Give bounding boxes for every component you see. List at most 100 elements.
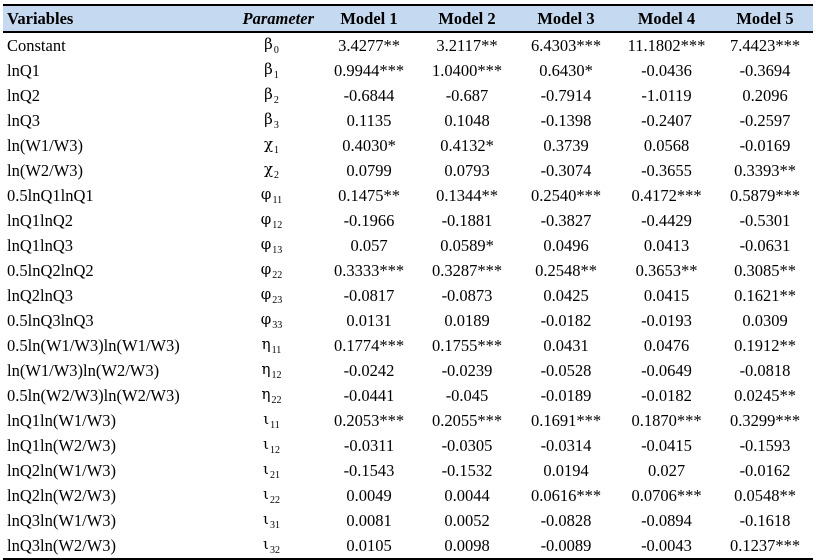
model-4-value-cell: 0.0413 xyxy=(643,235,690,255)
table-row: lnQ2 β2 -0.6844 -0.687 -0.7914 -1.0119 0.2096 xyxy=(3,83,813,108)
regression-results-table: Variables Parameter Model 1 Model 2 Mode… xyxy=(3,4,813,560)
variable-cell: lnQ3ln(W2/W3) xyxy=(3,533,223,560)
model-1-value-cell: 0.1475** xyxy=(338,185,400,205)
parameter-symbol: φ xyxy=(260,310,272,328)
model-5-value-cell: -0.3694 xyxy=(739,60,791,80)
table-row: lnQ2ln(W2/W3) ι22 0.0049 0.0044 0.0616*** 0.0… xyxy=(3,483,813,508)
parameter-symbol: η xyxy=(261,335,271,353)
model-3-value-cell: 0.0425 xyxy=(543,285,589,305)
model-1-value-cell: 0.0049 xyxy=(346,485,392,505)
model-5-value-cell: -0.5301 xyxy=(739,210,791,230)
parameter-symbol: φ xyxy=(260,185,272,203)
variable-cell: 0.5lnQ3lnQ3 xyxy=(7,310,94,330)
table-row: Constant β0 3.4277** 3.2117** 6.4303*** 11.18… xyxy=(3,32,813,58)
parameter-subscript: 3 xyxy=(273,120,279,131)
model-4-value-cell: 0.3653** xyxy=(635,260,698,280)
parameter-cell: φ12 xyxy=(223,208,320,233)
model-5-value-cell: 0.5879*** xyxy=(729,185,801,205)
model-3-value-cell: 0.6430* xyxy=(539,60,593,80)
parameter-symbol: β xyxy=(264,35,273,53)
model-3-value-cell: 0.3739 xyxy=(543,135,589,155)
header-model-1: Model 1 xyxy=(320,4,418,33)
model-2-value-cell: 0.1344** xyxy=(436,185,498,205)
header-parameter: Parameter xyxy=(223,4,320,33)
model-4-value-cell: 0.4172*** xyxy=(631,185,702,205)
parameter-cell: ι21 xyxy=(223,458,320,483)
parameter-cell: β3 xyxy=(223,108,320,133)
model-2-value-cell: 0.2055*** xyxy=(431,410,503,430)
results-table-container: Variables Parameter Model 1 Model 2 Mode… xyxy=(3,4,813,560)
parameter-subscript: 11 xyxy=(270,420,280,431)
table-row: ln(W1/W3) χ1 0.4030* 0.4132* 0.3739 0.0568 -0.… xyxy=(3,133,813,158)
parameter-cell: β2 xyxy=(223,83,320,108)
model-5-value-cell: 0.0245** xyxy=(734,385,796,405)
table-row: lnQ1lnQ2 φ12 -0.1966 -0.1881 -0.3827 -0.4429 -… xyxy=(3,208,813,233)
parameter-cell: φ22 xyxy=(223,258,320,283)
parameter-cell: β0 xyxy=(223,32,320,58)
parameter-subscript: 12 xyxy=(272,220,283,231)
model-4-value-cell: -0.0193 xyxy=(641,310,692,330)
model-5-value-cell: 0.3299*** xyxy=(729,410,801,430)
parameter-cell: η12 xyxy=(223,358,320,383)
model-1-value-cell: 0.2053*** xyxy=(333,410,405,430)
table-row: lnQ1lnQ3 φ13 0.057 0.0589* 0.0496 0.0413 -0.06… xyxy=(3,233,813,258)
variable-cell: lnQ2ln(W1/W3) xyxy=(7,460,117,480)
variable-cell: 0.5lnQ2lnQ2 xyxy=(7,260,94,280)
model-1-value-cell: -0.0311 xyxy=(343,435,395,455)
parameter-symbol: χ xyxy=(263,160,274,178)
table-row: 0.5lnQ3lnQ3 φ33 0.0131 0.0189 -0.0182 -0.0193… xyxy=(3,308,813,333)
model-3-value-cell: -0.0182 xyxy=(540,310,592,330)
table-row: 0.5ln(W1/W3)ln(W1/W3) η11 0.1774*** 0.1755*… xyxy=(3,333,813,358)
variable-cell: lnQ3 xyxy=(7,110,40,130)
model-4-value-cell: -0.4429 xyxy=(641,210,692,230)
parameter-symbol: η xyxy=(261,385,271,403)
model-3-value-cell: 0.0431 xyxy=(543,335,589,355)
parameter-symbol: ι xyxy=(263,510,269,528)
parameter-cell: φ11 xyxy=(223,183,320,208)
model-5-value-cell: -0.2597 xyxy=(739,110,791,130)
variable-cell: ln(W1/W3) xyxy=(7,135,84,155)
model-5-value-cell: -0.0631 xyxy=(739,235,791,255)
variable-cell: 0.5ln(W1/W3)ln(W1/W3) xyxy=(7,335,180,355)
variable-cell: 0.5lnQ1lnQ1 xyxy=(7,185,94,205)
variable-cell: lnQ2ln(W2/W3) xyxy=(7,485,117,505)
model-4-value-cell: -0.2407 xyxy=(641,110,692,130)
variable-cell: ln(W1/W3)ln(W2/W3) xyxy=(7,360,160,380)
header-model-3: Model 3 xyxy=(516,4,616,33)
model-5-value-cell: 0.2096 xyxy=(742,85,788,105)
parameter-symbol: φ xyxy=(260,285,272,303)
model-1-value-cell: 0.4030* xyxy=(342,135,396,155)
header-model-2: Model 2 xyxy=(418,4,516,33)
model-2-value-cell: 3.2117** xyxy=(436,35,498,55)
parameter-symbol: ι xyxy=(263,535,269,553)
table-row: ln(W1/W3)ln(W2/W3) η12 -0.0242 -0.0239 -0.05… xyxy=(3,358,813,383)
model-4-value-cell: -0.0436 xyxy=(641,60,692,80)
parameter-cell: φ13 xyxy=(223,233,320,258)
model-1-value-cell: -0.0242 xyxy=(343,360,395,380)
model-2-value-cell: 0.1755*** xyxy=(431,335,503,355)
model-3-value-cell: -0.0189 xyxy=(540,385,592,405)
model-3-value-cell: 0.2540*** xyxy=(530,185,602,205)
table-row: lnQ1 β1 0.9944*** 1.0400*** 0.6430* -0.0436 -0… xyxy=(3,58,813,83)
model-1-value-cell: 0.1774*** xyxy=(333,335,405,355)
parameter-symbol: φ xyxy=(260,210,272,228)
model-5-value-cell: 7.4423*** xyxy=(729,35,801,55)
model-2-value-cell: 0.0793 xyxy=(444,160,490,180)
model-3-value-cell: -0.0528 xyxy=(540,360,592,380)
model-1-value-cell: 0.0799 xyxy=(346,160,392,180)
table-row: lnQ3 β3 0.1135 0.1048 -0.1398 -0.2407 -0.2597 xyxy=(3,108,813,133)
parameter-subscript: 12 xyxy=(271,370,282,381)
table-row: lnQ1ln(W1/W3) ι11 0.2053*** 0.2055*** 0.1691… xyxy=(3,408,813,433)
parameter-cell: χ1 xyxy=(223,133,320,158)
model-1-value-cell: 0.9944*** xyxy=(333,60,405,80)
model-5-value-cell: -0.0818 xyxy=(739,360,791,380)
model-3-value-cell: 0.1691*** xyxy=(530,410,602,430)
parameter-symbol: φ xyxy=(260,235,272,253)
parameter-subscript: 32 xyxy=(269,545,280,556)
model-4-value-cell: 0.0415 xyxy=(643,285,690,305)
model-4-value-cell: 0.1870*** xyxy=(631,410,702,430)
model-5-value-cell: -0.0162 xyxy=(739,460,791,480)
header-model-5: Model 5 xyxy=(717,4,813,33)
model-5-value-cell: -0.1593 xyxy=(739,435,791,455)
model-3-value-cell: -0.7914 xyxy=(540,85,592,105)
